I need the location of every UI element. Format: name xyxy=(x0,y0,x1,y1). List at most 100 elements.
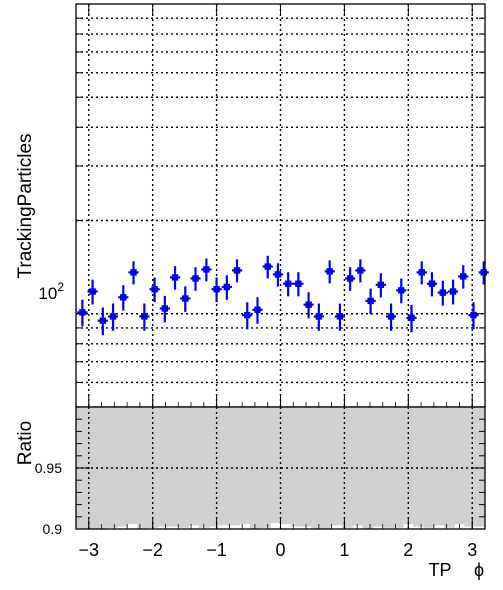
data-point xyxy=(355,259,366,283)
data-point xyxy=(190,267,201,291)
y-tick-base: 10 xyxy=(38,284,57,303)
data-point xyxy=(118,285,129,311)
data-point xyxy=(283,272,294,297)
bottom-grid xyxy=(76,407,485,529)
data-point xyxy=(159,295,170,323)
data-point xyxy=(324,260,335,284)
ratio-bin xyxy=(280,407,292,525)
data-point-marker xyxy=(336,313,344,320)
data-point-marker xyxy=(130,269,137,276)
data-point-marker xyxy=(89,288,96,295)
ratio-bin xyxy=(474,407,486,527)
data-point xyxy=(180,286,191,312)
ratio-bin xyxy=(168,407,179,527)
data-point xyxy=(149,277,160,303)
ratio-bin xyxy=(352,407,363,526)
data-point xyxy=(139,303,150,331)
data-point xyxy=(211,277,222,303)
ratio-bin xyxy=(433,407,445,526)
data-point-marker xyxy=(449,288,457,295)
data-point-marker xyxy=(244,311,251,319)
ratio-bin xyxy=(290,407,302,527)
data-point-marker xyxy=(398,287,405,294)
data-point xyxy=(169,266,181,290)
data-point xyxy=(385,303,397,331)
ratio-bin xyxy=(249,407,261,529)
data-point xyxy=(97,307,108,336)
data-point-marker xyxy=(213,286,220,293)
x-tick-label: −2 xyxy=(142,540,163,560)
top-y-tick-label: 102 xyxy=(38,280,64,303)
data-point-marker xyxy=(480,269,487,276)
data-point-marker xyxy=(470,311,477,319)
data-point xyxy=(128,261,139,285)
ratio-bin xyxy=(229,407,241,526)
ratio-bin xyxy=(392,407,404,528)
data-point xyxy=(252,297,263,324)
data-point-marker xyxy=(387,313,395,320)
ratio-bin xyxy=(331,407,343,526)
data-point xyxy=(406,304,417,333)
bottom-y-axis-label: Ratio xyxy=(15,421,36,465)
data-point xyxy=(262,255,273,279)
x-tick-label: 1 xyxy=(339,540,349,560)
bottom-y-tick-labels: 0.95 0.9 xyxy=(35,460,62,537)
x-tick-label: −1 xyxy=(206,540,227,560)
data-point-marker xyxy=(408,314,415,322)
top-y-axis-label: TrackingParticles xyxy=(15,133,36,278)
data-point xyxy=(396,278,407,304)
data-point xyxy=(447,279,459,305)
bottom-frame-border xyxy=(75,406,486,530)
data-point-marker xyxy=(182,295,189,302)
data-point-marker xyxy=(109,313,117,320)
data-point xyxy=(437,280,448,306)
data-point-marker xyxy=(151,286,158,293)
ratio-bin xyxy=(208,407,220,527)
data-point-marker xyxy=(254,306,261,313)
data-point-marker xyxy=(203,266,210,273)
data-point-marker xyxy=(357,267,364,274)
data-point-marker xyxy=(460,273,467,280)
ratio-bin xyxy=(157,407,169,527)
data-point-marker xyxy=(439,289,447,296)
data-point-marker xyxy=(223,283,231,291)
data-point-marker xyxy=(295,280,302,287)
ratio-bin xyxy=(444,407,455,528)
top-grid xyxy=(76,4,485,407)
ratio-bin xyxy=(270,407,281,523)
data-point-marker xyxy=(120,294,127,301)
top-ticks xyxy=(75,4,486,407)
data-point-marker xyxy=(99,317,107,324)
data-point xyxy=(201,258,212,282)
data-point xyxy=(478,261,489,285)
data-point-marker xyxy=(141,313,148,320)
ratio-bin xyxy=(413,407,425,527)
data-point xyxy=(345,267,356,291)
data-point-marker xyxy=(377,281,385,289)
data-point xyxy=(313,303,324,331)
ratio-bin xyxy=(260,407,271,528)
data-point xyxy=(303,292,314,319)
ratio-bin xyxy=(300,407,312,527)
data-point xyxy=(468,302,479,330)
data-point-marker xyxy=(315,313,323,320)
ratio-bin xyxy=(239,407,251,525)
data-point-marker xyxy=(346,275,354,282)
data-point-marker xyxy=(274,271,282,278)
data-point xyxy=(416,261,427,285)
data-point-marker xyxy=(284,280,292,287)
data-point-marker xyxy=(171,274,179,281)
ratio-bin xyxy=(198,407,210,528)
data-point-marker xyxy=(233,267,241,274)
x-tick-label: 2 xyxy=(403,540,413,560)
data-point xyxy=(107,303,119,331)
data-point-marker xyxy=(192,275,199,282)
data-point xyxy=(458,265,469,289)
data-point xyxy=(231,259,243,283)
ratio-bin xyxy=(188,407,200,526)
x-tick-label: −3 xyxy=(79,540,100,560)
data-point xyxy=(77,299,88,327)
ratio-bin xyxy=(454,407,466,525)
x-axis-label: TP xyxy=(428,560,451,580)
data-point xyxy=(334,303,346,331)
